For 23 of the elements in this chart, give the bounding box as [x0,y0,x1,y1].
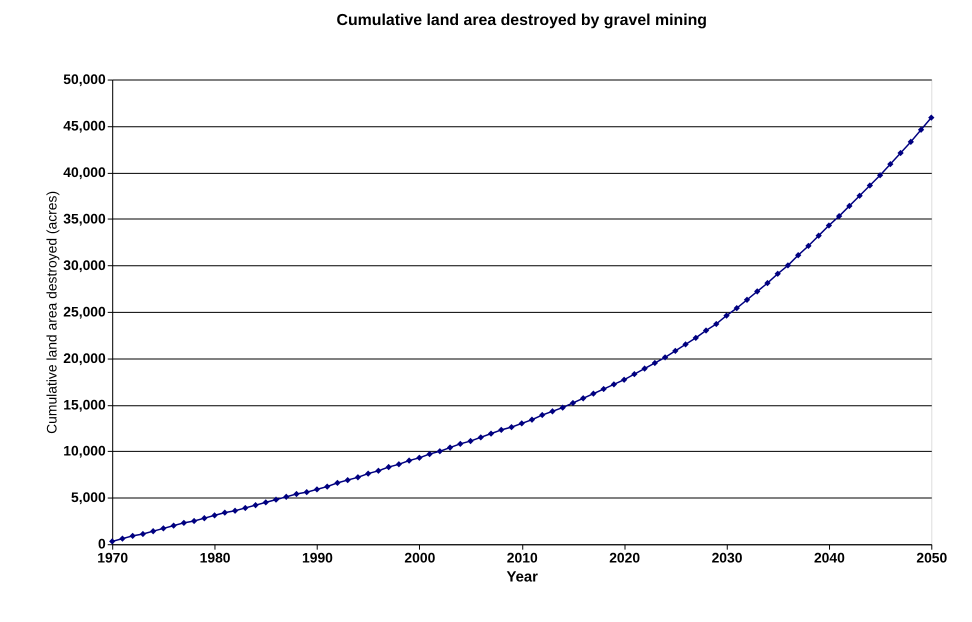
x-axis-title: Year [506,569,538,586]
y-tick-label: 45,000 [63,117,106,134]
y-tick-label: 0 [98,536,106,552]
x-tick-label: 1970 [97,550,128,566]
x-tick-label: 1980 [200,550,231,566]
y-tick-label: 5,000 [71,489,106,506]
y-tick-label: 10,000 [63,442,106,459]
y-tick-label: 25,000 [63,303,106,320]
y-tick-label: 30,000 [63,256,106,273]
x-tick-label: 2000 [404,550,436,566]
x-tick-label: 2020 [609,550,640,566]
y-tick-label: 35,000 [63,210,106,226]
chart-title: Cumulative land area destroyed by gravel mining [336,12,708,29]
x-tick-label: 1990 [302,550,334,566]
y-tick-label: 40,000 [63,164,106,180]
y-axis-title: Cumulative land area destroyed (acres) [43,190,60,434]
y-tick-label: 20,000 [63,350,106,366]
x-tick-label: 2050 [916,550,948,566]
x-tick-label: 2010 [506,550,538,566]
x-tick-label: 2040 [814,550,846,566]
y-tick-label: 15,000 [63,396,106,412]
y-tick-label: 50,000 [63,71,106,88]
x-tick-label: 2030 [712,550,743,566]
